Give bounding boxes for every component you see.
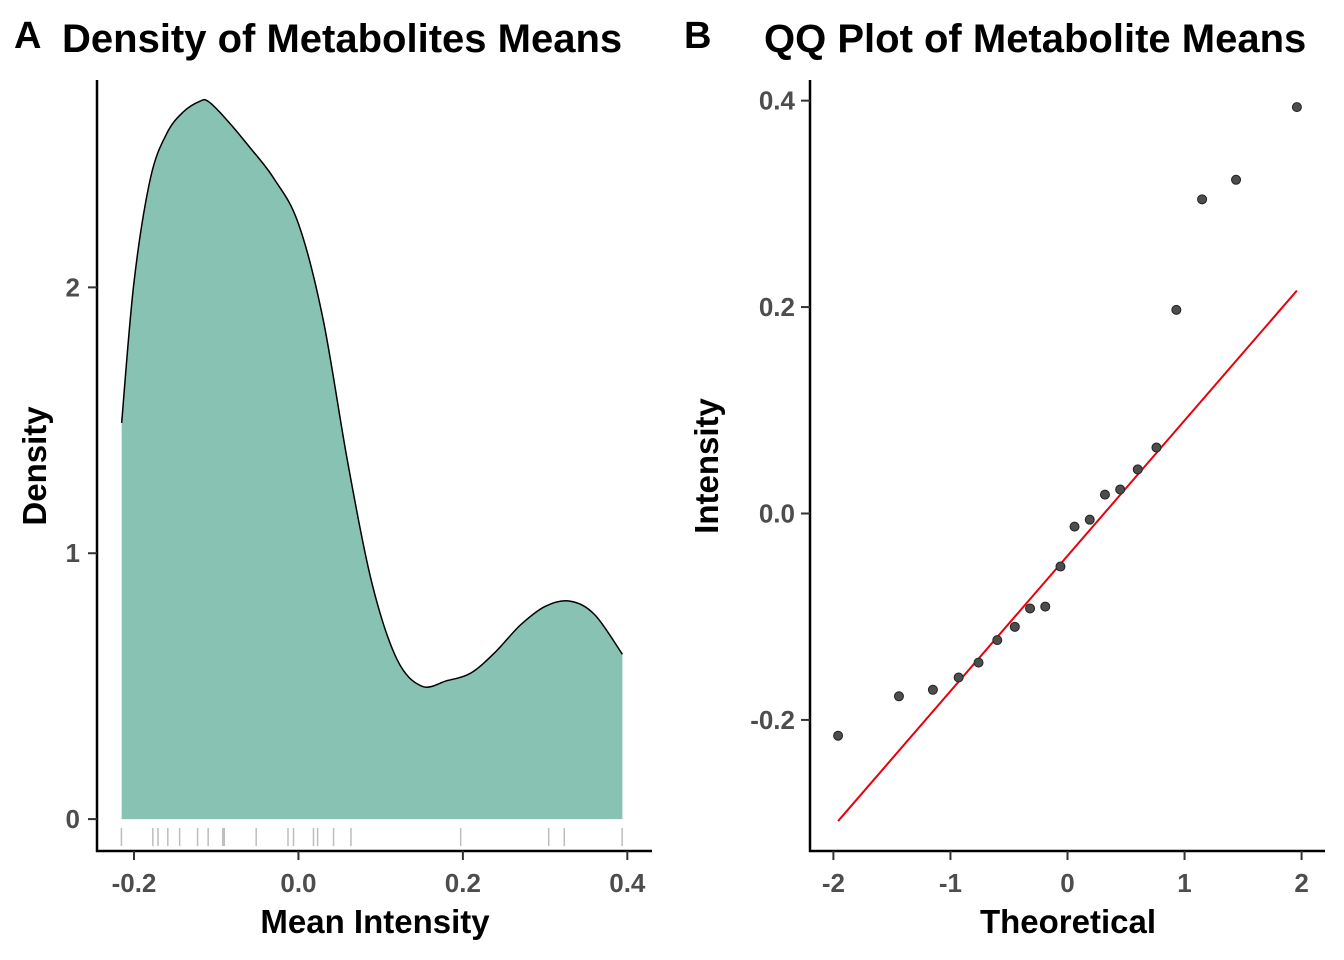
qq-point: [1171, 304, 1182, 315]
y-tick-label: 1: [66, 538, 80, 568]
density-area: [121, 99, 623, 820]
qq-point: [1132, 464, 1143, 475]
x-tick-label: 1: [1177, 868, 1191, 898]
y-tick-label: 0.0: [759, 498, 795, 528]
x-tick-label: 0.4: [609, 868, 646, 898]
rug-layer: [120, 828, 623, 846]
qq-x-axis-title: Theoretical: [980, 903, 1156, 940]
qq-point: [893, 691, 904, 702]
qq-point: [1055, 561, 1066, 572]
y-tick-label: 0: [66, 804, 80, 834]
y-tick-label: 2: [66, 272, 80, 302]
qq-reference-line: [837, 289, 1298, 822]
y-tick-label: 0.2: [759, 292, 795, 322]
x-tick-label: 0.0: [280, 868, 316, 898]
qq-point: [1231, 174, 1242, 185]
qq-point: [1025, 603, 1036, 614]
density-curve: [120, 98, 624, 688]
density-chart-title: Density of Metabolites Means: [62, 17, 622, 61]
density-y-ticks: 0 1 2: [66, 272, 97, 834]
qq-point: [1291, 102, 1302, 113]
x-tick-label: 2: [1294, 868, 1308, 898]
qq-x-ticks: -2 -1 0 1 2: [822, 851, 1309, 898]
qq-y-axis-title: Intensity: [688, 398, 725, 534]
qq-point: [1084, 514, 1095, 525]
panel-label-a: A: [14, 15, 41, 57]
x-tick-label: 0: [1060, 868, 1074, 898]
qq-chart-title: QQ Plot of Metabolite Means: [764, 17, 1306, 61]
qq-y-ticks: -0.2 0.0 0.2 0.4: [750, 86, 810, 735]
qq-point: [1069, 521, 1080, 532]
qq-point: [1099, 489, 1110, 500]
qq-point: [1040, 601, 1051, 612]
density-panel: A Density of Metabolites Means -0.2 0.0 0.…: [14, 15, 652, 940]
density-x-axis-title: Mean Intensity: [260, 903, 490, 940]
qq-point: [927, 684, 938, 695]
y-tick-label: 0.4: [759, 86, 796, 116]
qq-point: [1009, 621, 1020, 632]
qq-panel: B QQ Plot of Metabolite Means -2 -1 0 1 2 -0…: [684, 15, 1325, 940]
density-area-layer: [120, 98, 624, 820]
density-y-axis-title: Density: [16, 406, 53, 526]
qq-point: [1115, 484, 1126, 495]
qq-point: [833, 730, 844, 741]
density-x-ticks: -0.2 0.0 0.2 0.4: [112, 851, 646, 898]
x-tick-label: -1: [939, 868, 962, 898]
qq-point: [973, 657, 984, 668]
x-tick-label: -0.2: [112, 868, 157, 898]
qq-point: [1151, 442, 1162, 453]
qq-points-layer: [833, 102, 1302, 741]
panel-label-b: B: [684, 15, 711, 57]
y-tick-label: -0.2: [750, 705, 795, 735]
qq-point: [953, 672, 964, 683]
x-tick-label: 0.2: [445, 868, 481, 898]
x-tick-label: -2: [822, 868, 845, 898]
qq-point: [992, 635, 1003, 646]
qq-reference-line-layer: [837, 289, 1298, 822]
qq-point: [1197, 194, 1208, 205]
